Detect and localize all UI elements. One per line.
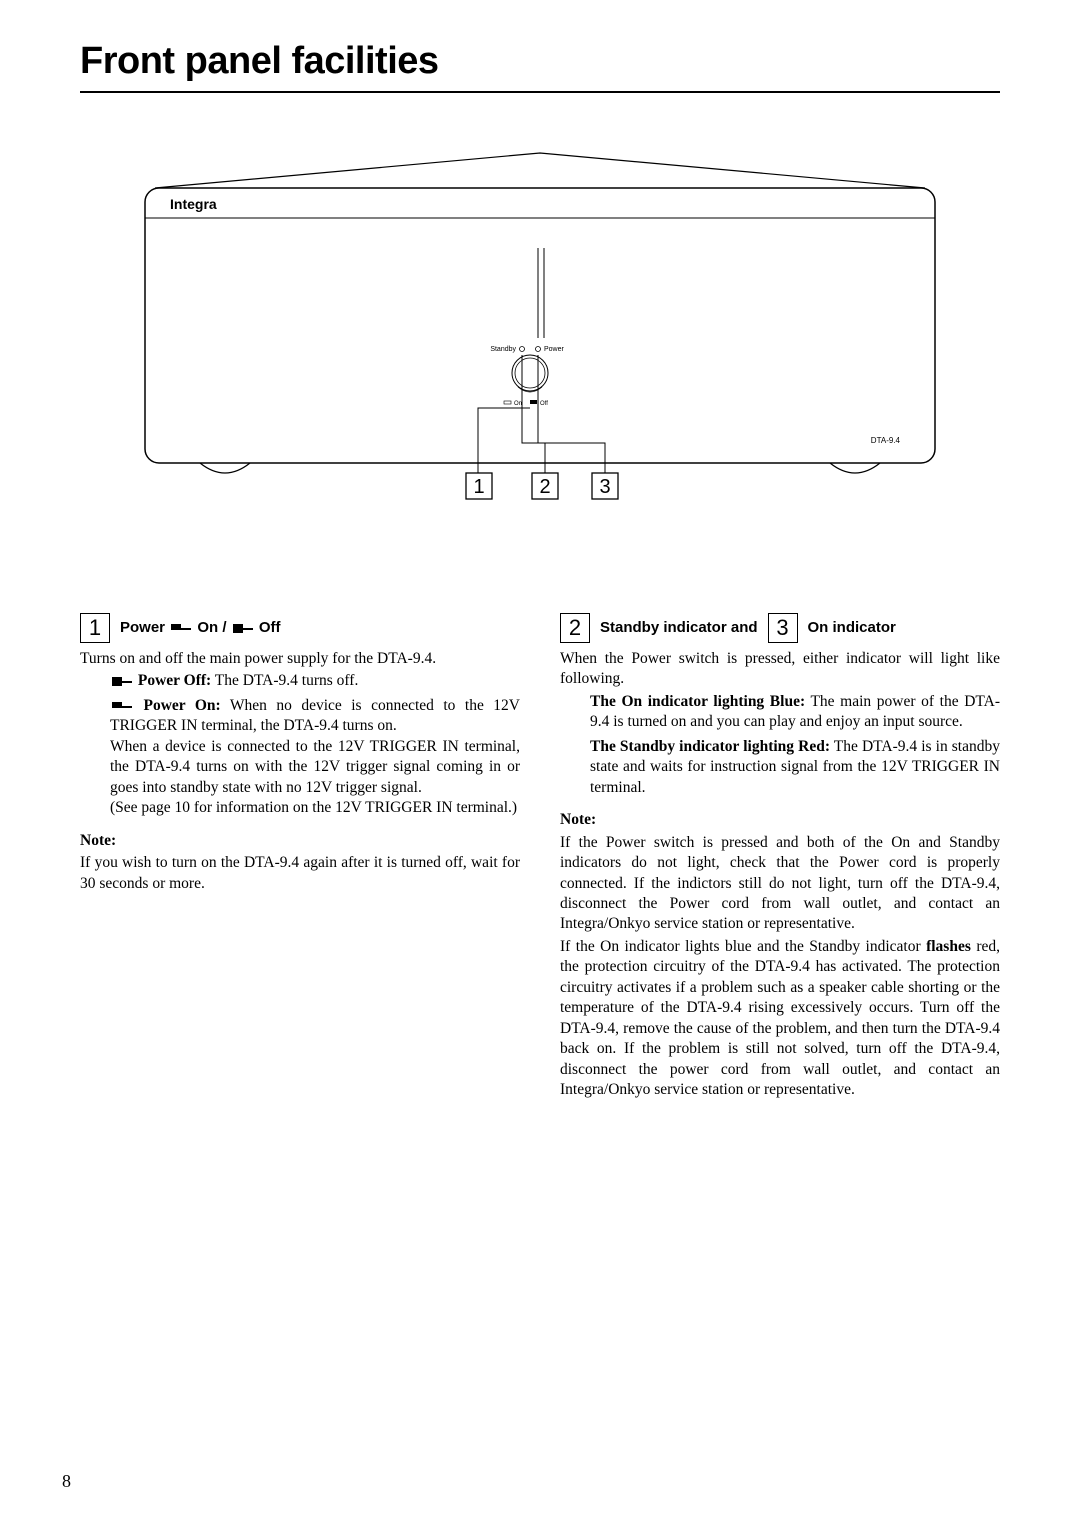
note-label-left: Note: <box>80 831 520 851</box>
standby-label: Standby <box>490 346 516 353</box>
switch-on-icon <box>112 702 132 711</box>
off-word: Off <box>259 619 281 636</box>
power-on-block: Power On: When no device is connected to… <box>80 696 520 819</box>
off-label: Off <box>540 401 548 407</box>
red-label: The Standby indicator lighting Red: <box>590 738 830 755</box>
callout-3: 3 <box>599 476 610 498</box>
red-block: The Standby indicator lighting Red: The … <box>560 737 1000 798</box>
box-2: 2 <box>560 613 590 643</box>
on-label: On <box>514 401 522 407</box>
note-p2b: red, the protection circuitry of the DTA… <box>560 938 1000 1098</box>
left-column: 1 Power On / Off Turns on and off the ma… <box>80 613 520 1103</box>
switch-on-icon <box>171 624 191 633</box>
callout-1: 1 <box>473 476 484 498</box>
note-p1-right: If the Power switch is pressed and both … <box>560 833 1000 935</box>
switch-off-icon <box>233 624 253 633</box>
section-23-header: 2 Standby indicator and 3 On indicator <box>560 613 1000 643</box>
power-on-label: Power On: <box>143 697 220 714</box>
content-columns: 1 Power On / Off Turns on and off the ma… <box>80 613 1000 1103</box>
note-p2-right: If the On indicator lights blue and the … <box>560 937 1000 1101</box>
section-1-title: Power On / Off <box>120 618 281 638</box>
page-title: Front panel facilities <box>80 40 1000 93</box>
box-3: 3 <box>768 613 798 643</box>
note-label-right: Note: <box>560 810 1000 830</box>
note-text-left: If you wish to turn on the DTA-9.4 again… <box>80 853 520 894</box>
section-23-intro: When the Power switch is pressed, either… <box>560 649 1000 690</box>
callout-2: 2 <box>539 476 550 498</box>
brand-text: Integra <box>170 196 217 212</box>
power-off-label: Power Off: <box>138 672 211 689</box>
front-panel-diagram: Integra DTA-9.4 Standby Power On Off 1 2… <box>80 143 1000 503</box>
power-on-p3: (See page 10 for information on the 12V … <box>110 798 520 818</box>
power-label: Power <box>544 346 565 353</box>
switch-off-icon <box>112 677 132 686</box>
section-3-title: On indicator <box>808 618 896 638</box>
page-number: 8 <box>62 1471 71 1492</box>
section-1-intro: Turns on and off the main power supply f… <box>80 649 520 669</box>
diagram-svg: Integra DTA-9.4 Standby Power On Off 1 2… <box>130 143 950 503</box>
power-off-text: The DTA-9.4 turns off. <box>211 672 358 689</box>
section-2-title: Standby indicator and <box>600 618 758 638</box>
blue-label: The On indicator lighting Blue: <box>590 693 805 710</box>
power-word: Power <box>120 619 165 636</box>
right-column: 2 Standby indicator and 3 On indicator W… <box>560 613 1000 1103</box>
blue-block: The On indicator lighting Blue: The main… <box>560 692 1000 733</box>
section-1-header: 1 Power On / Off <box>80 613 520 643</box>
note-p2-bold: flashes <box>926 938 971 955</box>
model-text: DTA-9.4 <box>871 436 901 445</box>
power-off-block: Power Off: The DTA-9.4 turns off. <box>80 671 520 691</box>
box-1: 1 <box>80 613 110 643</box>
note-p2a: If the On indicator lights blue and the … <box>560 938 926 955</box>
power-on-p2: When a device is connected to the 12V TR… <box>110 737 520 798</box>
on-word: On / <box>197 619 226 636</box>
